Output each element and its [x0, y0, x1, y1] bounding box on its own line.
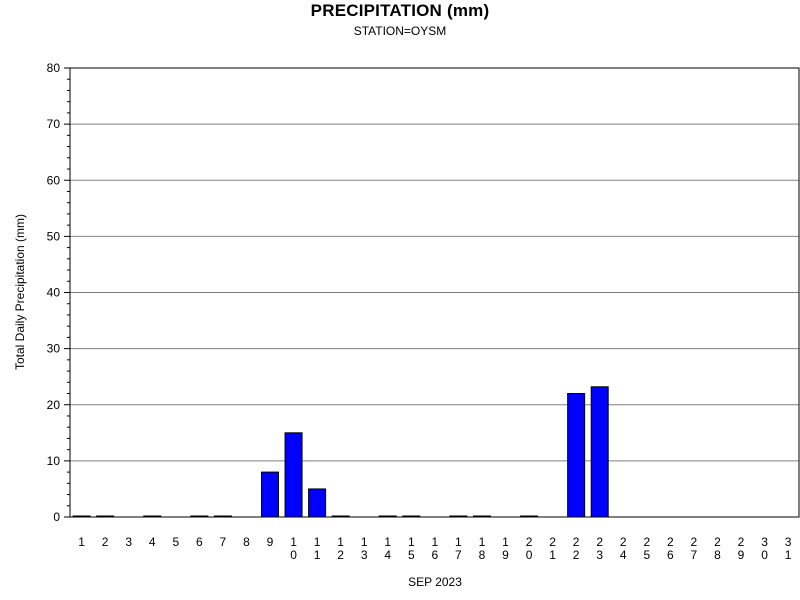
bar-day-9 — [261, 471, 279, 518]
y-tick-label: 50 — [47, 229, 61, 243]
plot-frame — [69, 67, 800, 518]
x-tick-label: 6 — [196, 535, 203, 549]
grid-lines — [70, 67, 799, 462]
x-tick-label: 3 — [125, 535, 132, 549]
x-tick-label: 2 — [102, 535, 109, 549]
y-tick-label: 70 — [47, 117, 61, 131]
bar-day-11 — [308, 488, 327, 518]
x-tick-label: 4 — [149, 535, 156, 549]
bar-day-22 — [567, 393, 586, 518]
y-tick-label: 10 — [47, 454, 61, 468]
y-tick-label: 60 — [47, 173, 61, 187]
x-tick-label: 5 — [172, 535, 179, 549]
bar-day-23 — [590, 386, 609, 518]
y-tick-label: 20 — [47, 398, 61, 412]
y-tick-label: 30 — [47, 342, 61, 356]
x-tick-label: 9 — [267, 535, 274, 549]
y-tick-label: 0 — [53, 510, 60, 524]
bar-day-10 — [284, 432, 303, 518]
chart-title: PRECIPITATION (mm) — [310, 1, 490, 20]
x-axis-label: SEP 2023 — [408, 575, 462, 589]
y-tick-label: 40 — [47, 286, 61, 300]
chart-subtitle: STATION=OYSM — [353, 24, 447, 38]
x-tick-label: 7 — [220, 535, 227, 549]
x-tick-label: 1 — [78, 535, 85, 549]
bars — [72, 386, 609, 518]
y-tick-label: 80 — [47, 61, 61, 75]
x-tick-label: 8 — [243, 535, 250, 549]
